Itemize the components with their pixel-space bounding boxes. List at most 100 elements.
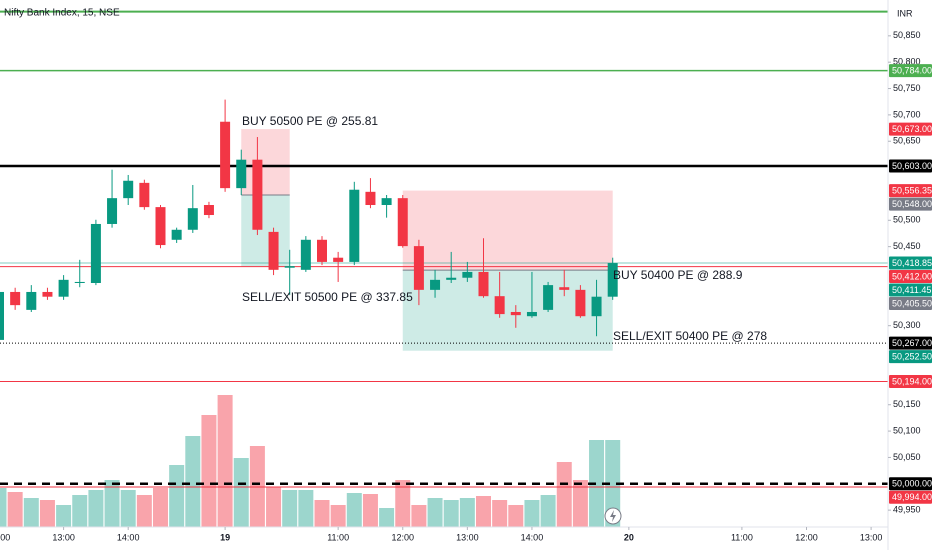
x-tick-label: 13:00 (52, 532, 75, 542)
candle-body (478, 271, 489, 297)
price-label-bg (889, 122, 932, 136)
candle-body (591, 296, 602, 317)
volume-bar (605, 440, 621, 527)
x-tick-label: 13:00 (860, 532, 883, 542)
alert-icon[interactable] (604, 507, 622, 525)
candle-body (300, 239, 311, 270)
x-tick-label: 20 (624, 532, 634, 542)
candle-body (187, 208, 198, 230)
price-label-bg (889, 256, 932, 270)
price-label: 50,000.00 (892, 479, 932, 489)
y-tick-label: 50,650 (893, 136, 921, 146)
candle-body (220, 121, 231, 189)
volume-bar (589, 440, 605, 527)
candle-body (236, 159, 247, 189)
axes: 50,850 50,800 50,750 50,700 50,650 50,500 50,4… (0, 30, 932, 542)
stop-zone (402, 190, 613, 271)
x-tick-label: 11:00 (327, 532, 349, 542)
volume-bar (572, 480, 588, 527)
chart-title: Nifty Bank Index, 15, NSE (4, 8, 120, 19)
volume-bar (282, 490, 298, 527)
price-label-bg (889, 270, 932, 284)
y-tick-label: 50,500 (893, 215, 921, 225)
volume-bar (362, 494, 378, 527)
volume-bar (120, 490, 136, 527)
volume-bar (104, 480, 120, 527)
y-tick-label: 50,050 (893, 452, 921, 462)
candle-body (510, 311, 521, 316)
volume-bar (346, 493, 362, 527)
candle-body (333, 257, 344, 262)
annotation: SELL/EXIT 50400 PE @ 278 (613, 329, 767, 343)
volume-bar (524, 500, 540, 527)
candle-body (543, 285, 554, 310)
volume-bar (540, 495, 556, 527)
volume-bar (298, 490, 314, 527)
volume-bar (39, 500, 55, 527)
volume-bar (314, 500, 330, 527)
volume-bar (217, 395, 233, 527)
price-label: 50,603.00 (892, 161, 932, 171)
price-label-bg (889, 197, 932, 211)
candle-body (139, 182, 150, 208)
candle-body (171, 229, 182, 240)
y-tick-label: 50,850 (893, 30, 921, 40)
candle-body (284, 266, 295, 268)
candle-body (58, 279, 69, 297)
candle-body (559, 287, 570, 290)
volume-bar (153, 488, 168, 527)
price-label-bg (889, 184, 932, 198)
volume-bar (411, 505, 427, 527)
candle-body (74, 281, 85, 283)
candle-body (10, 291, 21, 306)
x-tick-label: 12:00 (391, 532, 414, 542)
volume-bar (23, 498, 39, 527)
target-zone (241, 194, 290, 267)
annotation: SELL/EXIT 50500 PE @ 337.85 (242, 290, 413, 304)
y-tick-label: 50,150 (893, 399, 921, 409)
price-label-bg (889, 477, 932, 491)
volume-bar (185, 436, 201, 527)
volume-bar (266, 487, 282, 527)
y-tick-label: 50,750 (893, 83, 921, 93)
candle-body (446, 277, 457, 280)
volume-bar (330, 505, 346, 527)
volume-bar (459, 498, 475, 527)
candle-body (268, 231, 279, 270)
candle-body (462, 271, 473, 278)
x-tick-label: 13:00 (456, 532, 479, 542)
volume-bar (556, 462, 572, 527)
price-label: 50,412.00 (892, 271, 932, 281)
price-label: 50,252.50 (892, 351, 932, 361)
volume-bar (476, 496, 491, 527)
candle-body (155, 207, 166, 246)
price-label: 50,556.35 (892, 185, 932, 195)
price-label: 50,194.00 (892, 376, 932, 386)
price-label-bg (889, 283, 932, 297)
price-label-bg (889, 350, 932, 364)
candle-body (397, 198, 408, 247)
price-label: 50,784.00 (892, 65, 932, 75)
volume-bar (395, 480, 411, 527)
volume-bar (72, 495, 88, 527)
price-label-bg (889, 64, 932, 78)
candle-body (107, 198, 118, 224)
price-label: 50,411.45 (892, 285, 931, 295)
volume-bar (7, 492, 23, 527)
price-label: 49,994.00 (892, 492, 932, 502)
candle-body (0, 291, 4, 340)
price-label-bg (889, 336, 932, 350)
price-label: 50,405.50 (892, 298, 932, 308)
candle-body (26, 291, 37, 310)
annotation: BUY 50400 PE @ 288.9 (613, 268, 743, 282)
volume-bar (379, 508, 395, 527)
volume-bar (233, 458, 249, 527)
stop-zone (241, 129, 290, 195)
volume-bar (443, 500, 459, 527)
volume-bar (169, 465, 185, 527)
y-tick-label: 50,800 (893, 57, 921, 67)
volume-bar (508, 505, 524, 527)
annotation: BUY 50500 PE @ 255.81 (242, 114, 378, 128)
volume-bar (201, 415, 217, 527)
candle-body (381, 198, 392, 206)
